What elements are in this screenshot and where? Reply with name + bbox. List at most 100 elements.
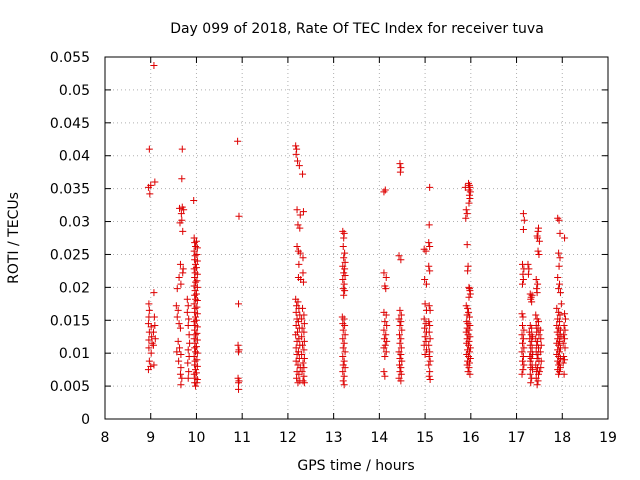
y-tick-label: 0.02 xyxy=(59,280,90,296)
y-tick-label: 0.045 xyxy=(50,116,90,132)
data-point xyxy=(147,181,155,189)
data-point xyxy=(175,357,183,365)
data-point xyxy=(380,326,388,334)
data-point xyxy=(396,339,404,347)
data-point xyxy=(184,302,192,310)
data-point xyxy=(555,262,563,270)
data-point xyxy=(425,341,433,349)
data-point xyxy=(299,359,307,367)
data-point xyxy=(425,302,433,310)
data-point xyxy=(528,298,536,306)
data-point xyxy=(299,208,307,216)
x-tick-label: 16 xyxy=(462,430,480,446)
data-point xyxy=(397,350,405,358)
y-tick-label: 0.03 xyxy=(59,215,90,231)
data-point xyxy=(193,257,201,265)
data-point xyxy=(340,339,348,347)
data-point xyxy=(300,320,308,328)
data-point xyxy=(292,308,300,316)
data-point xyxy=(381,372,389,380)
data-point xyxy=(528,344,536,352)
data-point xyxy=(176,370,184,378)
data-point xyxy=(294,157,302,165)
data-point xyxy=(235,379,243,387)
data-point xyxy=(179,265,187,273)
data-point xyxy=(561,234,569,242)
y-tick-label: 0 xyxy=(81,412,90,428)
data-point xyxy=(340,357,348,365)
data-point xyxy=(518,331,526,339)
data-point xyxy=(528,337,536,345)
data-point xyxy=(534,377,542,385)
data-point xyxy=(151,322,159,330)
data-point xyxy=(463,210,471,218)
data-point xyxy=(293,337,301,345)
data-point xyxy=(339,377,347,385)
data-point xyxy=(192,366,200,374)
data-point xyxy=(341,249,349,257)
data-point xyxy=(535,368,543,376)
data-point xyxy=(520,326,528,334)
data-point xyxy=(555,216,563,224)
data-point xyxy=(296,249,304,257)
data-point xyxy=(298,368,306,376)
data-point xyxy=(184,374,192,382)
data-point xyxy=(179,227,187,235)
data-point xyxy=(397,335,405,343)
data-point xyxy=(398,357,406,365)
data-point xyxy=(192,313,200,321)
data-point xyxy=(561,356,569,364)
data-point xyxy=(341,258,349,266)
x-tick-label: 18 xyxy=(553,430,571,446)
y-tick-label: 0.04 xyxy=(59,149,90,165)
data-point xyxy=(535,331,543,339)
axis-ticks xyxy=(104,56,609,420)
data-point xyxy=(396,322,404,330)
data-point xyxy=(300,372,308,380)
data-point xyxy=(190,282,198,290)
data-point xyxy=(466,188,474,196)
data-point xyxy=(192,295,200,303)
data-point xyxy=(295,260,303,268)
data-point xyxy=(381,318,389,326)
data-point xyxy=(520,344,528,352)
data-point xyxy=(426,267,434,275)
data-point xyxy=(191,239,199,247)
data-point xyxy=(192,343,200,351)
data-point xyxy=(425,239,433,247)
data-point xyxy=(145,344,153,352)
data-point xyxy=(425,221,433,229)
data-point xyxy=(560,331,568,339)
data-point xyxy=(340,234,348,242)
data-point xyxy=(536,326,544,334)
data-point xyxy=(518,310,526,318)
data-point xyxy=(292,150,300,158)
data-point xyxy=(426,335,434,343)
data-point xyxy=(193,297,201,305)
data-point xyxy=(193,329,201,337)
data-point xyxy=(421,300,429,308)
data-point xyxy=(298,333,306,341)
data-point xyxy=(178,374,186,382)
data-point xyxy=(340,291,348,299)
data-point xyxy=(537,341,545,349)
data-point xyxy=(299,304,307,312)
data-point xyxy=(533,289,541,297)
data-point xyxy=(193,349,201,357)
data-point xyxy=(299,278,307,286)
data-point xyxy=(519,352,527,360)
data-point xyxy=(518,280,526,288)
data-point xyxy=(235,385,243,393)
data-point xyxy=(177,364,185,372)
data-point xyxy=(397,377,405,385)
data-point xyxy=(421,350,429,358)
data-point xyxy=(556,318,564,326)
data-point xyxy=(339,344,347,352)
chart-title: Day 099 of 2018, Rate Of TEC Index for r… xyxy=(170,21,544,37)
data-point xyxy=(234,341,242,349)
data-point xyxy=(300,328,308,336)
data-point xyxy=(146,190,154,198)
data-point xyxy=(561,344,569,352)
data-point xyxy=(193,277,201,285)
data-point xyxy=(193,250,201,258)
